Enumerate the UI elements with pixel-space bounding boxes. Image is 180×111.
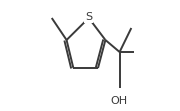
Text: S: S <box>85 12 92 22</box>
Text: OH: OH <box>111 96 128 106</box>
